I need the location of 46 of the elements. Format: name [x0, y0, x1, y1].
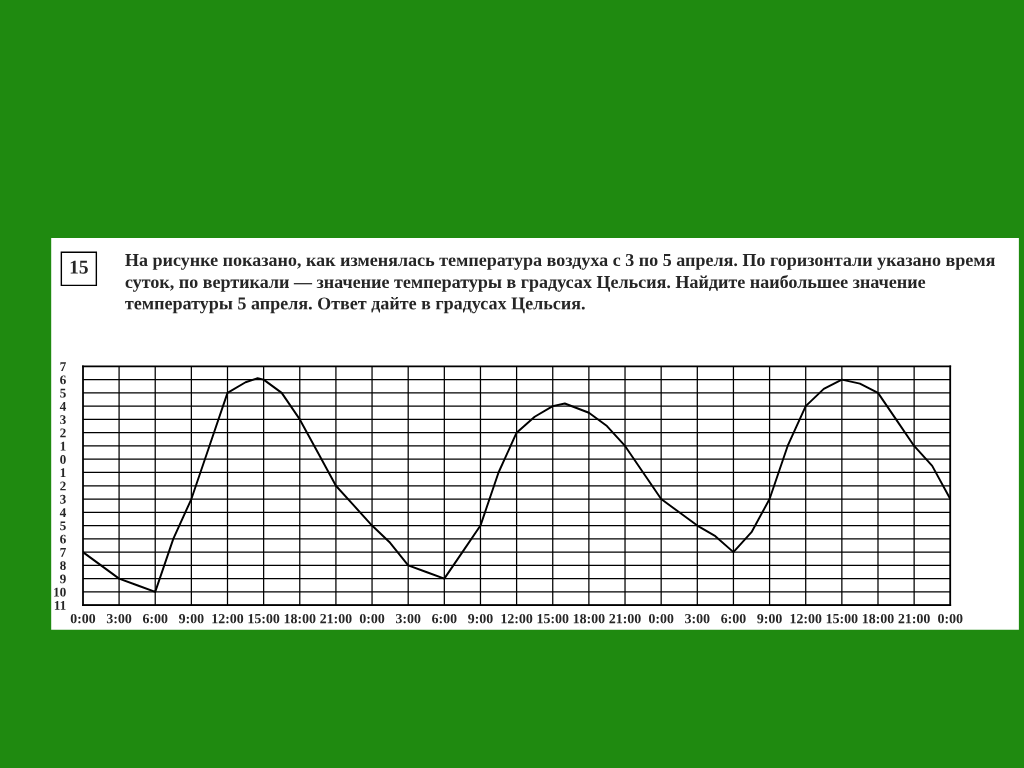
y-tick-label: 8	[60, 561, 66, 571]
x-tick-label: 21:00	[898, 613, 930, 624]
y-tick-label: 4	[59, 402, 67, 411]
x-tick-label: 0:00	[359, 613, 385, 624]
y-tick-label: 0	[60, 455, 66, 464]
y-tick-label: 6	[60, 375, 66, 385]
x-tick-label: 3:00	[106, 613, 132, 624]
y-tick-label: 1	[60, 468, 66, 478]
y-tick-label: 5	[60, 388, 66, 398]
x-tick-label: 0:00	[938, 613, 963, 624]
x-tick-label: 15:00	[248, 613, 280, 624]
y-tick-label: 4	[59, 508, 67, 517]
text: 15	[70, 260, 88, 274]
y-tick-label: 9	[60, 574, 66, 584]
x-tick-label: 0:00	[70, 613, 96, 624]
x-tick-label: 6:00	[142, 613, 168, 624]
x-tick-label: 6:00	[721, 613, 746, 624]
chart-title: На рисунке показано, как изменялась температура воздуха с 3 по 5 апреля. По горизонтали указано время суток, по вертикали — значение температуры в градусах Цельсия. Найдите наибольшее значение температуры 5 апреля. Ответ дайте в градусах Цельсия.	[125, 253, 995, 314]
x-tick-label: 6:00	[432, 613, 457, 624]
x-tick-label: 0:00	[648, 613, 674, 624]
x-tick-label: 15:00	[537, 613, 569, 624]
y-tick-label: 5	[60, 521, 66, 531]
x-tick-label: 12:00	[501, 613, 533, 624]
x-tick-label: 18:00	[573, 613, 605, 624]
x-tick-label: 15:00	[826, 613, 858, 624]
y-tick-label: 3	[60, 494, 66, 504]
y-tick-label: 11	[54, 601, 66, 610]
y-tick-label: 2	[60, 428, 66, 438]
x-tick-label: 9:00	[757, 613, 782, 624]
x-tick-label: 21:00	[320, 613, 352, 624]
x-tick-label: 9:00	[179, 613, 204, 624]
y-tick-label: 7	[60, 362, 66, 371]
y-tick-label: 10	[54, 587, 66, 597]
x-tick-label: 18:00	[862, 613, 894, 624]
y-tick-label: 2	[60, 481, 66, 491]
x-tick-label: 3:00	[395, 613, 421, 624]
x-tick-label: 21:00	[609, 613, 641, 624]
x-tick-label: 3:00	[685, 613, 710, 624]
x-tick-label: 12:00	[790, 613, 822, 624]
y-tick-label: 3	[60, 415, 66, 425]
y-tick-label: 7	[60, 548, 66, 557]
x-tick-label: 9:00	[468, 613, 493, 624]
y-tick-label: 1	[60, 441, 66, 451]
y-tick-label: 6	[60, 534, 66, 544]
x-tick-label: 18:00	[284, 613, 316, 624]
x-tick-label: 12:00	[212, 613, 244, 624]
